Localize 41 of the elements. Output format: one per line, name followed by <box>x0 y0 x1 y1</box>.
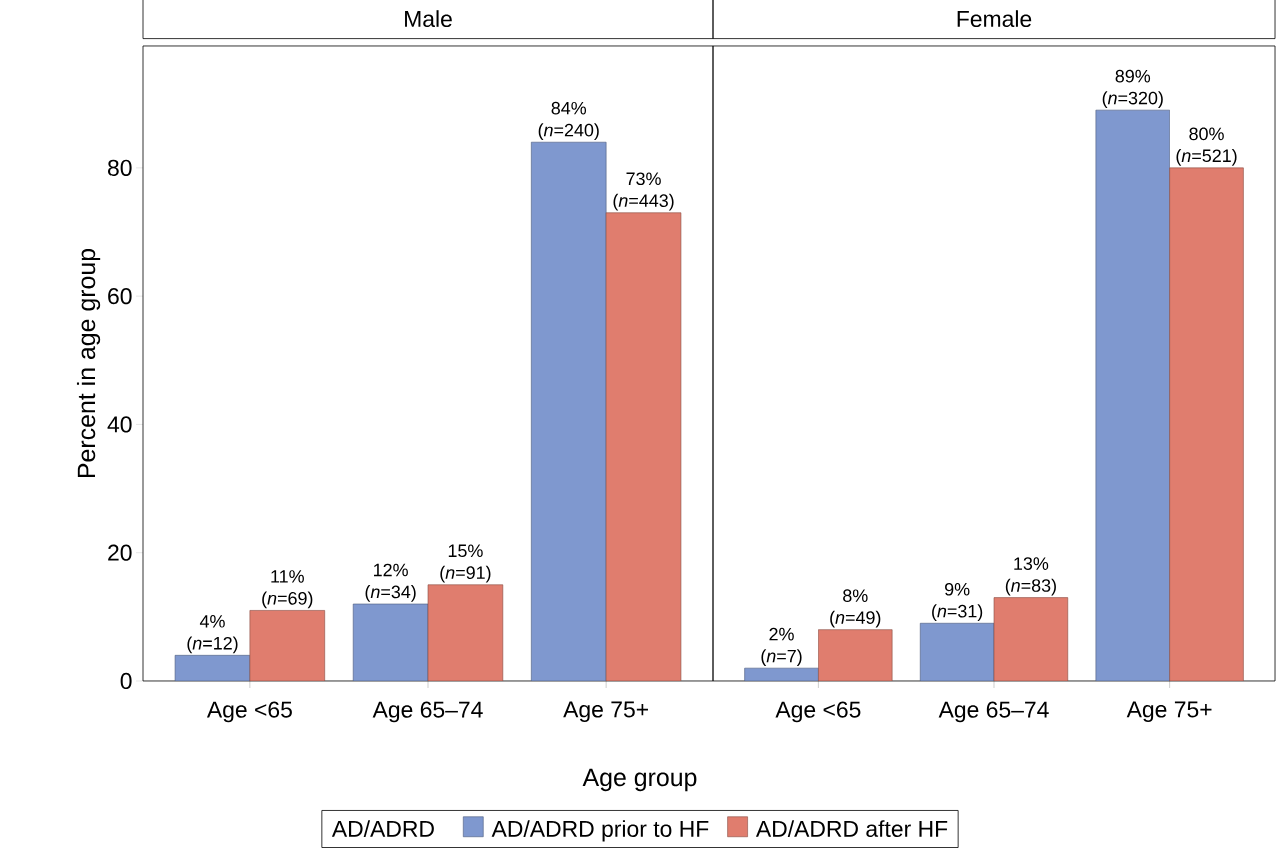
bar <box>605 212 682 681</box>
legend-title: AD/ADRD <box>331 820 434 837</box>
chart-title: Male <box>405 10 452 28</box>
legend-label: AD/ADRD prior to HF <box>491 820 709 842</box>
data-label: 84% (n=240) <box>538 101 599 140</box>
bar <box>1095 109 1170 681</box>
x-axis-title: Age group <box>582 768 697 792</box>
x-tick-label: Age <65 <box>775 701 861 723</box>
chart-title: Female <box>957 10 1032 28</box>
y-tick-label: 40 <box>107 416 132 433</box>
data-label: 15% (n=91) <box>440 544 491 583</box>
legend-label: AD/ADRD after HF <box>755 820 948 837</box>
bar <box>919 622 995 681</box>
y-tick-label: 0 <box>120 672 132 690</box>
y-tick-label: 80 <box>108 159 132 176</box>
data-label: 4% (n=12) <box>187 615 238 654</box>
x-tick-label: Age 75+ <box>563 701 648 723</box>
data-label: 11% (n=69) <box>262 570 313 609</box>
data-label: 80% (n=521) <box>1176 127 1237 166</box>
data-label: 13% (n=83) <box>1005 557 1056 596</box>
x-tick-label: Age 75+ <box>1126 701 1212 723</box>
data-label: 9% (n=31) <box>932 582 983 622</box>
y-axis-title: Percent in age group <box>76 248 101 478</box>
bar <box>818 629 893 681</box>
x-tick-label: Age 65–74 <box>372 701 483 723</box>
bar <box>352 603 429 681</box>
data-label: 89% (n=320) <box>1102 69 1163 108</box>
y-tick-label: 60 <box>108 288 132 305</box>
x-tick-label: Age 65–74 <box>938 701 1049 723</box>
bar <box>174 655 251 681</box>
data-label: 2% (n=7) <box>761 627 802 666</box>
bar <box>1169 167 1244 681</box>
data-label: 73% (n=443) <box>613 172 674 211</box>
x-tick-label: Age <65 <box>206 701 292 723</box>
bar <box>993 597 1069 681</box>
y-tick-label: 20 <box>108 544 132 561</box>
bar <box>427 584 504 681</box>
data-label: 12% (n=34) <box>365 563 416 602</box>
bar <box>531 141 607 681</box>
bar <box>249 610 325 681</box>
data-label: 8% (n=49) <box>830 589 881 628</box>
